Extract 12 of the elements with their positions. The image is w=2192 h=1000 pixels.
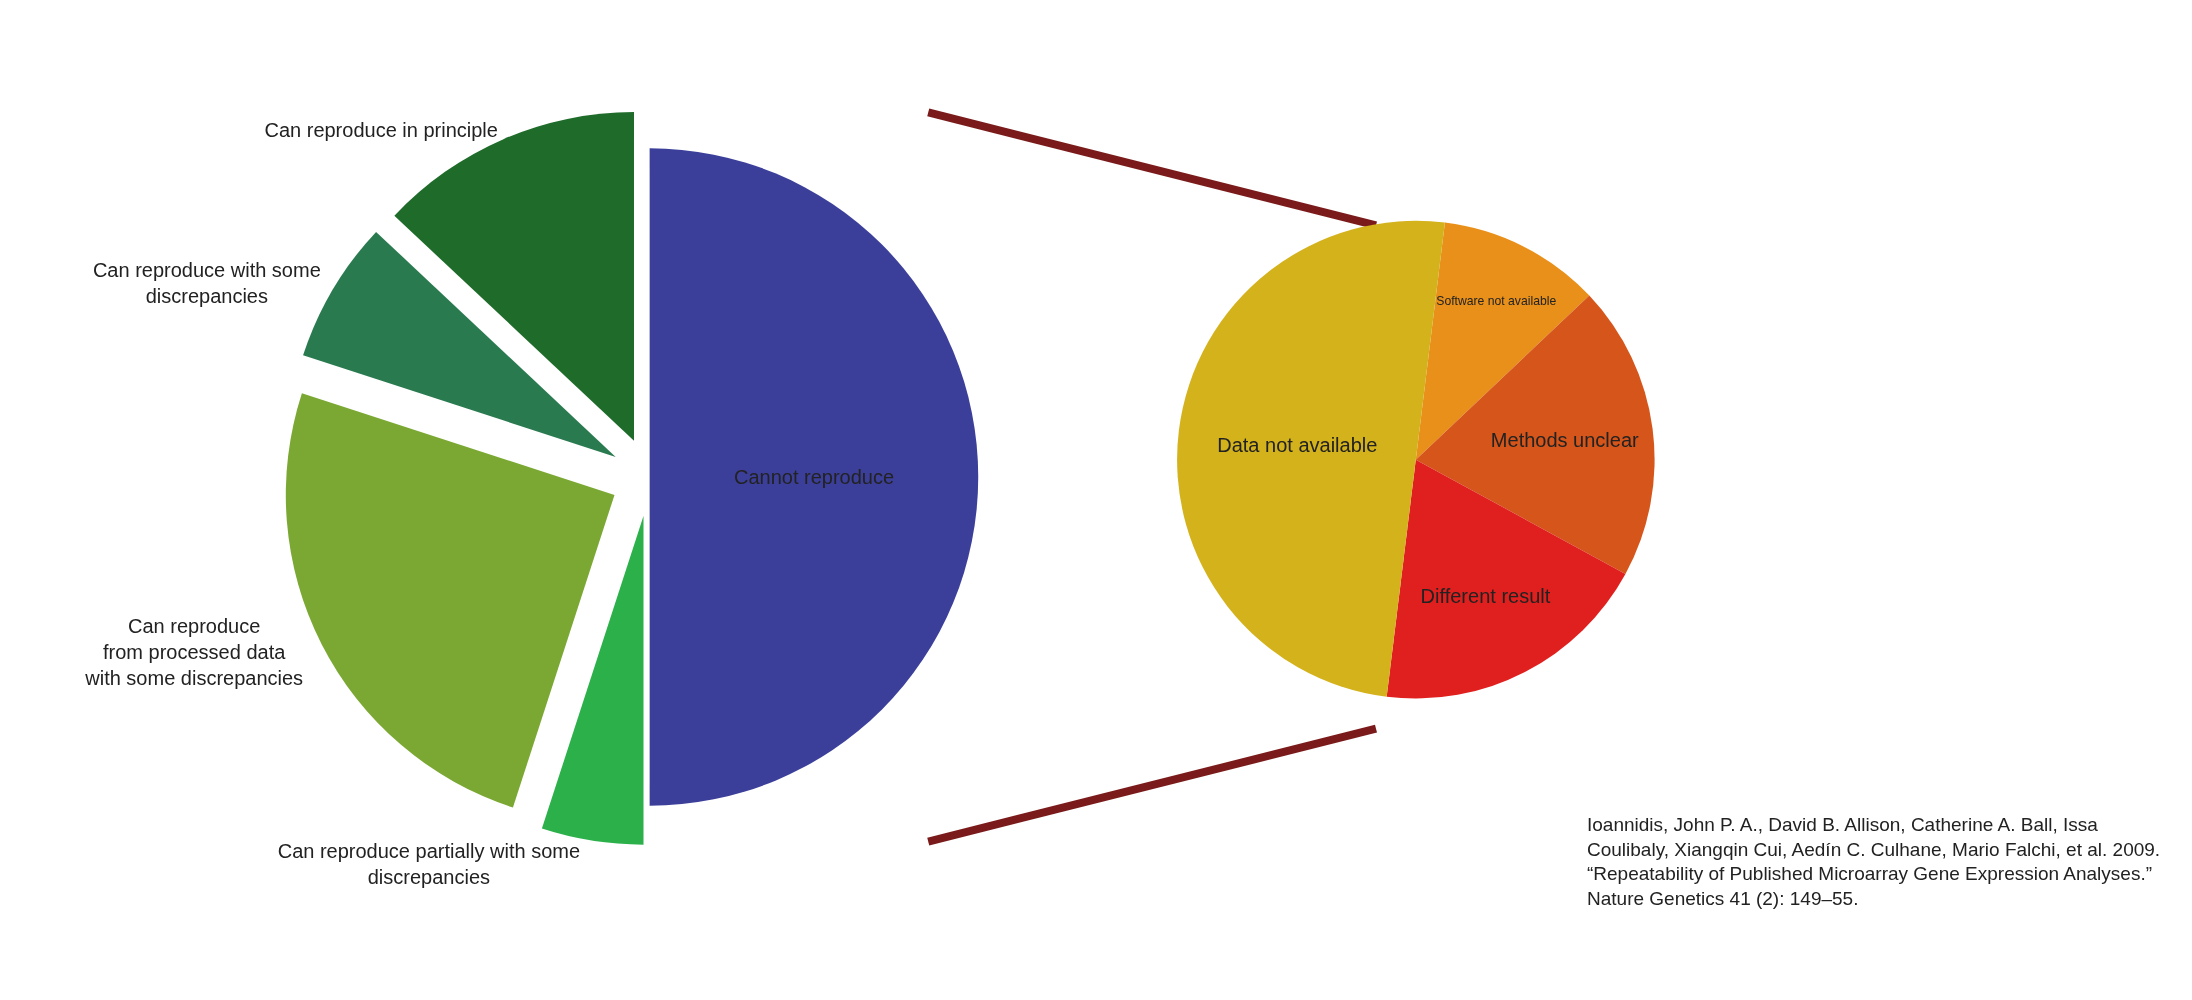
slice-label: Different result (1420, 584, 1551, 607)
slice-label: Can reproduce from processed data with some discrepancies (84, 614, 304, 689)
slice-label: Can reproduce with some discrepancies (92, 259, 321, 308)
slice-label: Cannot reproduce (733, 466, 895, 488)
slice-label: Can reproduce in principle (264, 118, 498, 141)
text: Ioannidis, John P. A., David B. Allison, Catherine A. Ball, Issa Coulibaly, Xiangqin Cui, Aedín C. Culhane, Mario Falchi, et al. 2009. “Repeatability of Published Microarray Gene Expression Analyses.” Nature Genetics 41 (2): 149–55. (1587, 814, 2161, 910)
slice-label: Methods unclear (1490, 429, 1640, 452)
slice-label: Software not available (1436, 293, 1557, 308)
slice-label: Can reproduce partially with some discrepancies (277, 840, 581, 889)
slice-label: Data not available (1217, 434, 1378, 457)
pie-slice (1415, 295, 1655, 574)
pie-slice (1386, 459, 1626, 699)
